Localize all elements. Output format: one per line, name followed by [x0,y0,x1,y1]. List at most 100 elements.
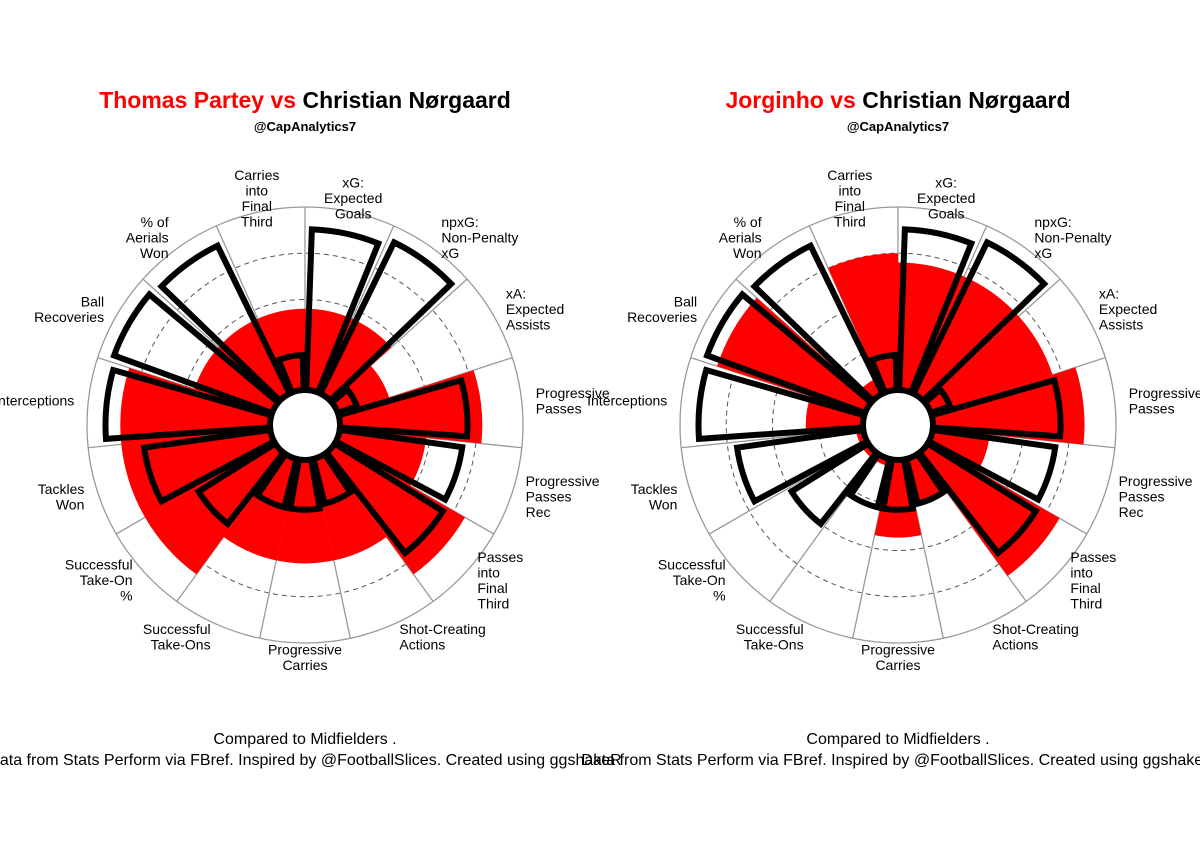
category-label: Ball Recoveries [34,293,104,325]
category-label-line: Ball [81,293,104,309]
category-label-line: Carries [282,657,327,673]
category-label-line: xG [441,245,459,261]
bar-comparison [896,226,976,397]
bar-player [917,441,1060,576]
category-label-line: npxG: [441,214,478,230]
category-label: Ball Recoveries [627,293,697,325]
pizza-chart-partey: Thomas Partey vs Christian Nørgaard @Cap… [0,87,622,769]
category-label-line: Rec [1119,504,1144,520]
bar-comparison [924,426,1059,504]
chart-title: Thomas Partey vs Christian Nørgaard [99,87,511,113]
category-label-line: Passes [1129,401,1175,417]
category-label: Tackles Won [38,481,85,513]
category-label-line: Progressive [268,641,342,657]
category-label-line: Interceptions [0,393,74,409]
category-label-line: Assists [1099,317,1143,333]
category-label-line: into [839,182,862,198]
category-label-line: Take-On [80,572,133,588]
category-label-line: Expected [1099,301,1157,317]
category-label: xG: Expected Goals [917,175,975,222]
category-label-line: xG [1034,245,1052,261]
category-label: Successful Take-On% [65,557,133,604]
category-label-line: Passes [526,489,572,505]
category-label-line: Take-Ons [744,637,804,653]
center-hole [275,395,335,455]
category-label-line: Successful [658,557,726,573]
category-label-line: Passes [1070,549,1116,565]
category-label-line: npxG: [1034,214,1071,230]
bar-player [333,428,427,486]
category-label-line: Successful [65,557,133,573]
bar-player [324,441,465,575]
category-label: Progressive Passes Rec [526,473,600,520]
category-label-line: into [246,182,269,198]
category-label: Progressive Passes [536,385,610,417]
category-label-line: into [477,565,500,581]
category-label-line: xG: [342,175,364,191]
category-label-line: into [1070,565,1093,581]
bar-comparison [909,238,1049,405]
category-label-line: Goals [928,206,965,222]
pizza-chart-jorginho: Jorginho vs Christian Nørgaard @CapAnaly… [581,87,1200,769]
category-label: Interceptions [0,393,74,409]
category-label-line: Third [477,596,509,612]
category-label-line: Third [241,213,273,229]
category-label-line: Final [1070,580,1100,596]
bar-comparison [927,376,1064,440]
category-label-line: Third [1070,596,1102,612]
category-label-line: Successful [736,621,804,637]
chart-subtitle: @CapAnalytics7 [254,119,356,134]
category-label: Shot-Creating Actions [399,621,485,653]
category-label-line: Aerials [719,229,762,245]
bar-player [336,370,483,444]
bar-player [311,451,387,561]
category-label-line: Shot-Creating [992,621,1078,637]
category-label: Carries into Final Third [234,167,279,230]
category-label-line: Progressive [861,641,935,657]
category-label: Passes into Final Third [1070,549,1116,612]
category-label-line: Non-Penalty [1034,229,1111,245]
bar-player [874,457,922,538]
category-label-line: xG: [935,175,957,191]
bar-player [922,316,1053,415]
category-label-line: Progressive [526,473,600,489]
category-label-line: Expected [506,301,564,317]
category-label: Successful Take-Ons [143,621,211,653]
bar-player [223,451,299,561]
bar-comparison [140,426,279,506]
bar-comparison [867,351,900,397]
bar-player [926,428,990,472]
bar-player [120,367,274,445]
bar-player [329,365,390,415]
bar-comparison [733,426,872,506]
category-label-line: Tackles [38,481,85,497]
category-label: npxG: Non-Penalty xG [441,214,518,261]
bar-comparison [316,238,456,405]
category-label-line: Actions [399,637,445,653]
bar-comparison [703,290,876,417]
category-label: Successful Take-Ons [736,621,804,653]
category-label-line: % of [141,214,169,230]
center-hole [868,395,928,455]
category-label-line: Third [834,213,866,229]
category-label-line: Expected [917,190,975,206]
category-label-line: Tackles [631,481,678,497]
bar-comparison [750,241,887,405]
category-label-line: Won [733,245,762,261]
category-label-line: Final [242,198,272,214]
chart-subtitle: @CapAnalytics7 [847,119,949,134]
category-label-line: Carries [875,657,920,673]
caption-source: Data from Stats Perform via FBref. Inspi… [581,752,1200,769]
category-label-line: Passes [536,401,582,417]
bar-player [218,318,292,403]
category-label-line: Ball [674,293,697,309]
caption-comparison: Compared to Midfielders . [213,731,396,748]
category-label: npxG: Non-Penalty xG [1034,214,1111,261]
category-label-line: Aerials [126,229,169,245]
bar-comparison [787,439,881,529]
category-label-line: Passes [477,549,523,565]
category-label-line: Goals [335,206,372,222]
category-label-line: Won [56,496,85,512]
